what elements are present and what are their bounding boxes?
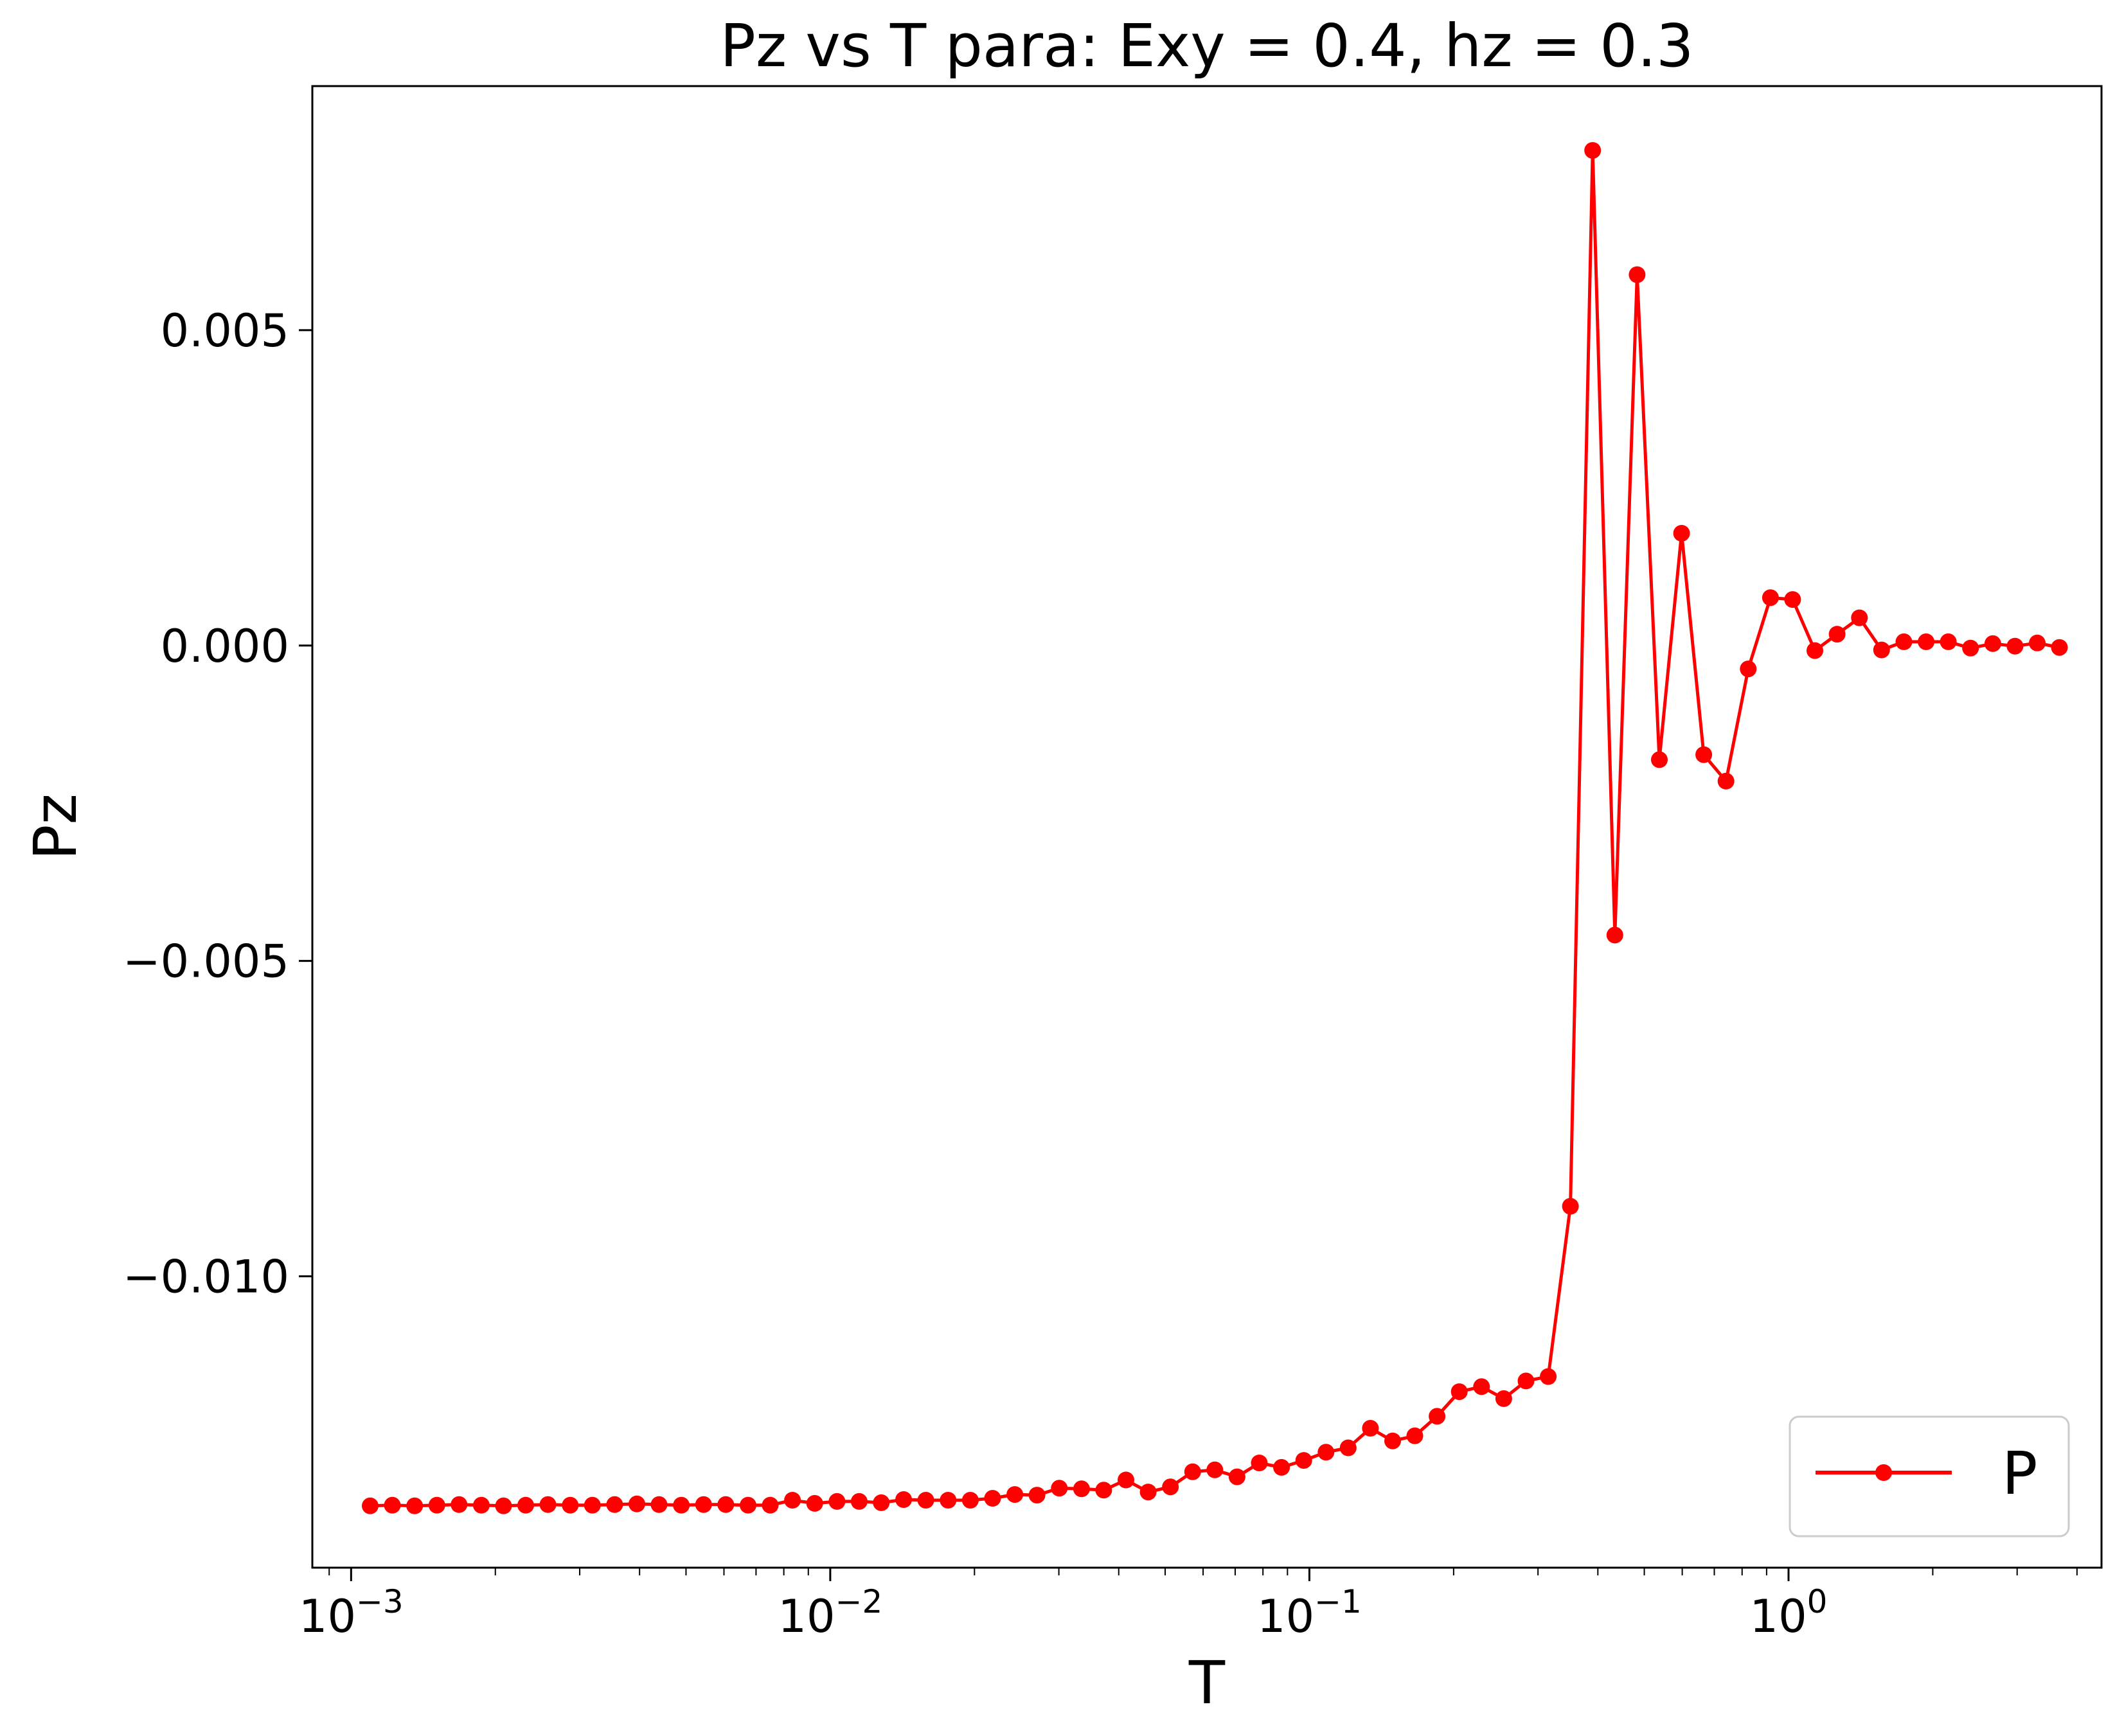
- data-point: [2051, 639, 2068, 656]
- data-point: [1162, 1478, 1179, 1496]
- data-point: [1228, 1468, 1245, 1485]
- data-point: [984, 1490, 1001, 1507]
- x-tick-label: 100: [1750, 1583, 1828, 1643]
- data-point: [495, 1497, 512, 1514]
- data-point: [1384, 1432, 1401, 1449]
- data-point: [428, 1496, 445, 1514]
- data-point: [1028, 1487, 1046, 1504]
- data-point: [1940, 633, 1957, 650]
- data-point: [1206, 1461, 1224, 1478]
- data-point: [1784, 591, 1801, 608]
- data-point: [1584, 142, 1602, 159]
- data-point: [1339, 1439, 1357, 1457]
- data-point: [828, 1492, 846, 1510]
- data-point: [2006, 637, 2024, 655]
- data-point: [1629, 266, 1646, 283]
- data-point: [1740, 660, 1757, 678]
- data-point: [784, 1492, 801, 1509]
- data-point: [1918, 633, 1935, 650]
- data-point: [1184, 1463, 1201, 1480]
- data-point: [1095, 1482, 1112, 1499]
- plot-series-layer: [362, 142, 2068, 1514]
- data-point: [451, 1496, 468, 1513]
- data-point: [806, 1494, 823, 1512]
- data-point: [1851, 609, 1868, 626]
- data-point: [1673, 525, 1690, 542]
- chart-title: Pz vs T para: Exy = 0.4, hz = 0.3: [720, 12, 1693, 80]
- data-point: [406, 1497, 424, 1514]
- data-point: [562, 1496, 579, 1514]
- data-point: [917, 1492, 934, 1509]
- data-point: [1006, 1486, 1024, 1503]
- data-point: [629, 1495, 645, 1512]
- data-point: [695, 1496, 712, 1513]
- data-point: [762, 1496, 779, 1514]
- legend: P: [1789, 1415, 2070, 1537]
- data-point: [362, 1497, 379, 1514]
- x-tick-label: 10−3: [299, 1583, 404, 1643]
- x-axis-label: T: [1188, 1649, 1226, 1717]
- data-point: [584, 1496, 601, 1514]
- data-point: [717, 1496, 735, 1513]
- data-point: [1051, 1480, 1068, 1497]
- x-tick-label: 10−1: [1257, 1583, 1362, 1643]
- y-axis-ticks: 0.005 0.000 −0.005 −0.010: [123, 305, 312, 1303]
- data-point: [1717, 772, 1735, 790]
- x-tick-label: 10−2: [778, 1583, 882, 1643]
- data-point: [1873, 641, 1890, 659]
- data-point: [650, 1496, 668, 1513]
- data-point: [673, 1496, 690, 1514]
- data-point: [1651, 751, 1668, 768]
- data-point: [2029, 634, 2046, 651]
- data-point: [1273, 1458, 1290, 1476]
- data-point: [1495, 1390, 1512, 1407]
- data-point: [1118, 1471, 1134, 1489]
- legend-entry-label: P: [2002, 1439, 2037, 1508]
- data-point: [1450, 1383, 1468, 1401]
- data-point: [740, 1496, 756, 1514]
- y-tick-label: −0.010: [123, 1250, 289, 1303]
- legend-box: [1789, 1415, 2070, 1537]
- data-point: [1828, 626, 1846, 643]
- data-point: [1606, 926, 1623, 944]
- data-point: [1473, 1378, 1490, 1395]
- data-point: [1073, 1480, 1090, 1498]
- data-point: [1406, 1427, 1423, 1444]
- data-point: [384, 1496, 401, 1514]
- data-point: [473, 1496, 490, 1514]
- data-point: [1517, 1372, 1535, 1390]
- data-point: [1984, 635, 2001, 652]
- data-point: [606, 1496, 623, 1513]
- data-point: [1317, 1444, 1335, 1461]
- data-point: [895, 1491, 913, 1508]
- data-point: [1362, 1420, 1379, 1437]
- y-tick-label: 0.005: [161, 305, 289, 357]
- data-point: [1762, 589, 1779, 607]
- data-point: [1540, 1368, 1557, 1385]
- data-point: [961, 1492, 979, 1509]
- y-tick-label: 0.000: [161, 620, 289, 673]
- data-point: [1251, 1455, 1268, 1471]
- data-point: [940, 1492, 957, 1509]
- legend-marker-sample: [1875, 1464, 1892, 1481]
- data-point: [1962, 639, 1979, 657]
- data-point: [1562, 1198, 1579, 1215]
- data-point: [850, 1492, 868, 1510]
- data-point: [1807, 642, 1823, 659]
- data-point: [1695, 746, 1713, 763]
- data-point: [1139, 1484, 1157, 1501]
- data-point: [1429, 1408, 1446, 1425]
- data-point: [517, 1496, 534, 1514]
- plot-area-frame: [311, 85, 2103, 1569]
- data-point: [1295, 1452, 1312, 1469]
- data-point: [539, 1496, 557, 1513]
- y-tick-label: −0.005: [123, 935, 289, 988]
- data-point: [873, 1494, 890, 1511]
- x-axis-ticks: 10−3 10−2 10−1 100: [299, 1568, 2078, 1643]
- data-point: [1895, 633, 1913, 650]
- y-axis-label: Pz: [21, 793, 90, 860]
